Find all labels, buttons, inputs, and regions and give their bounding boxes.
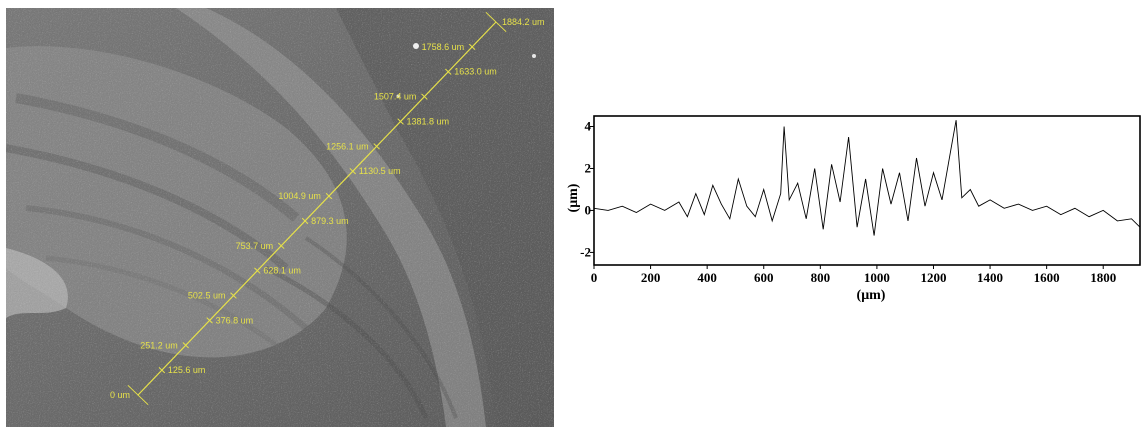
- y-tick-label: 0: [585, 202, 592, 217]
- x-tick-label: 0: [591, 270, 598, 285]
- scale-tick: [485, 11, 507, 33]
- x-tick-label: 1200: [920, 270, 946, 285]
- scale-tick: [325, 192, 333, 200]
- scale-label: 1256.1 um: [326, 141, 369, 151]
- scale-tick: [277, 242, 285, 249]
- measurement-scale: 0 um 125.6 um 251.2 um 376.8 um 502.5 um 628.…: [110, 11, 545, 406]
- y-tick-label: -2: [580, 244, 591, 259]
- x-tick-label: 600: [754, 270, 774, 285]
- scale-label: 1884.2 um: [502, 17, 545, 27]
- y-tick-label: 4: [585, 118, 592, 133]
- sem-micrograph: 0 um 125.6 um 251.2 um 376.8 um 502.5 um 628.…: [6, 8, 554, 427]
- scale-tick: [421, 93, 428, 100]
- scale-label: 1507.4 um: [374, 92, 417, 102]
- scale-label: 502.5 um: [188, 291, 226, 301]
- x-tick-label: 1000: [864, 270, 890, 285]
- x-tick-label: 1400: [977, 270, 1003, 285]
- scale-line: [137, 21, 497, 396]
- scale-label: 1004.9 um: [278, 191, 321, 201]
- x-tick-label: 400: [697, 270, 717, 285]
- sem-texture: [6, 8, 554, 427]
- scale-tick: [373, 143, 380, 150]
- scale-label: 628.1 um: [263, 266, 301, 276]
- x-tick-label: 800: [811, 270, 831, 285]
- scale-tick: [206, 317, 213, 324]
- x-axis-label: (μm): [857, 288, 886, 303]
- scale-label: 251.2 um: [140, 340, 178, 350]
- x-tick-label: 1800: [1090, 270, 1116, 285]
- y-tick-label: 2: [585, 160, 592, 175]
- scale-label: 1381.8 um: [407, 116, 450, 126]
- profile-line: [593, 120, 1141, 236]
- scale-label: 879.3 um: [311, 216, 349, 226]
- scale-label: 0 um: [110, 390, 130, 400]
- scale-tick: [468, 43, 476, 50]
- scale-tick: [397, 118, 404, 125]
- scale-label: 1130.5 um: [359, 166, 401, 176]
- scale-label: 1633.0 um: [454, 67, 497, 77]
- x-tick-label: 1600: [1034, 270, 1060, 285]
- scale-tick: [182, 342, 189, 349]
- scale-label: 1758.6 um: [422, 42, 465, 52]
- scale-tick: [301, 217, 309, 225]
- y-axis-label: (μm): [566, 183, 581, 212]
- scale-tick: [230, 292, 237, 299]
- scale-tick: [445, 68, 452, 75]
- scale-label: 753.7 um: [236, 241, 274, 251]
- x-tick-label: 200: [641, 270, 661, 285]
- plot-frame: [593, 115, 1141, 266]
- scale-tick: [158, 367, 166, 374]
- scale-tick: [254, 267, 261, 274]
- surface-profile-chart: 0 200 400 600 800 1000 1200 1400 1600 1800 4 2 0 -2 (…: [562, 108, 1141, 308]
- scale-label: 376.8 um: [216, 315, 254, 325]
- scale-tick: [349, 168, 357, 175]
- scale-label: 125.6 um: [168, 365, 206, 375]
- sem-image-svg: 0 um 125.6 um 251.2 um 376.8 um 502.5 um 628.…: [6, 8, 554, 427]
- scale-tick: [127, 384, 149, 406]
